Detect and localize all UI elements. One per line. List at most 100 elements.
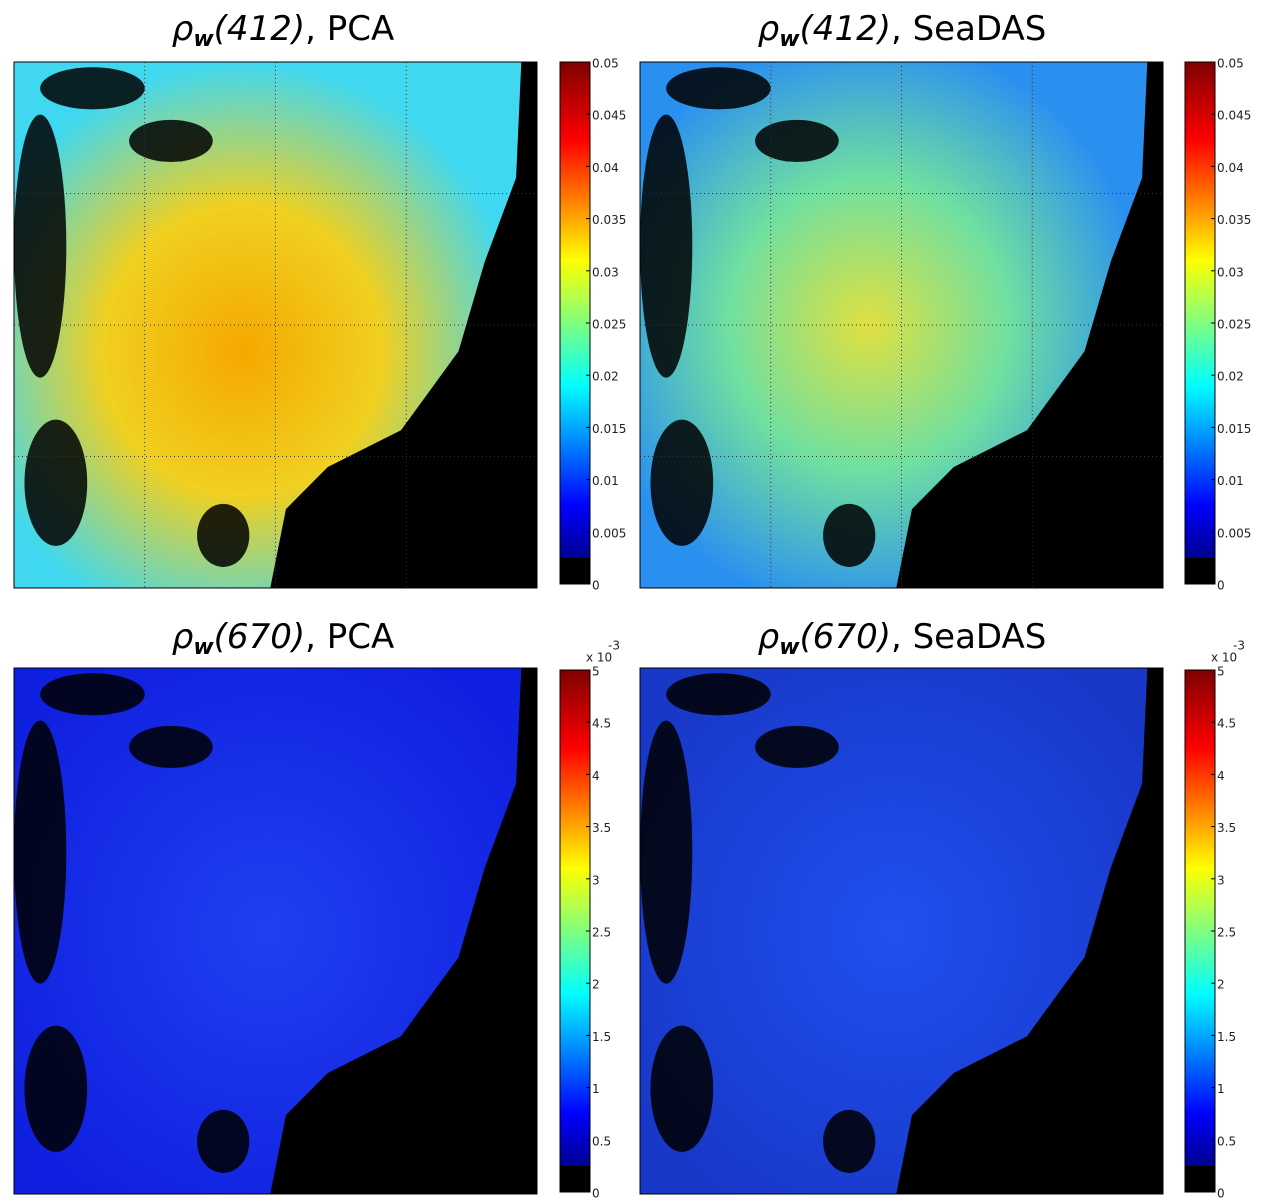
colorbar-tick-label: 0 <box>592 1187 600 1201</box>
colorbar-tick-label: 2 <box>1217 978 1225 992</box>
title-band: (670) <box>800 617 891 657</box>
title-subscript: w <box>193 635 214 660</box>
title-symbol: ρ <box>172 9 194 49</box>
colorbar-tick-label: 0.01 <box>1217 474 1244 488</box>
colorbar-tick-label: 0 <box>1217 579 1225 593</box>
panel: ρw(412), SeaDAS 0 0.005 0.01 0.015 0.02 0.025 0… <box>639 9 1251 593</box>
title-band: (670) <box>214 617 305 657</box>
colorbar-tick-label: 0.045 <box>592 109 626 123</box>
map-frame <box>13 667 538 1195</box>
cloud-mask <box>129 725 213 768</box>
panel-title: ρw(670), SeaDAS <box>758 617 1047 661</box>
cloud-mask <box>14 720 67 984</box>
colorbar-tick-label: 1 <box>592 1082 600 1096</box>
colorbar-tick-label: 0 <box>592 579 600 593</box>
colorbar <box>559 669 591 1193</box>
colorbar <box>1184 669 1216 1193</box>
cloud-mask <box>823 503 876 567</box>
cloud-mask <box>650 1025 714 1152</box>
cloud-mask <box>40 67 145 110</box>
colorbar-tick-label: 0.005 <box>1217 526 1251 540</box>
map-frame <box>639 61 1164 589</box>
panel-title: ρw(670), PCA <box>172 617 394 661</box>
colorbar-exponent: -3 <box>1233 639 1245 653</box>
colorbar-tick-label: 0.04 <box>592 161 619 175</box>
cloud-mask <box>640 114 693 378</box>
map-frame <box>13 61 538 589</box>
colorbar-tick-label: 3 <box>592 873 600 887</box>
colorbar-tick-label: 1 <box>1217 1082 1225 1096</box>
title-symbol: ρ <box>172 617 194 657</box>
colorbar-tick-label: 0.035 <box>1217 213 1251 227</box>
title-band: (412) <box>800 9 891 49</box>
title-band: (412) <box>214 9 305 49</box>
map-ocean <box>640 668 1148 1194</box>
colorbar-tick-label: 5 <box>592 665 600 679</box>
title-method: , SeaDAS <box>891 9 1046 49</box>
colorbar-tick-label: 4 <box>1217 769 1225 783</box>
cloud-mask <box>823 1109 876 1173</box>
title-symbol: ρ <box>758 9 780 49</box>
colorbar-tick-label: 0.045 <box>1217 109 1251 123</box>
colorbar-tick-label: 4.5 <box>592 717 611 731</box>
colorbar-tick-label: 1.5 <box>592 1030 611 1044</box>
colorbar-tick-label: 0.015 <box>1217 422 1251 436</box>
cloud-mask <box>650 419 714 546</box>
colorbar-tick-label: 0.03 <box>1217 265 1244 279</box>
colorbar-tick-label: 3 <box>1217 873 1225 887</box>
colorbar-tick-label: 0.03 <box>592 265 619 279</box>
colorbar-tick-label: 5 <box>1217 665 1225 679</box>
title-symbol: ρ <box>758 617 780 657</box>
cloud-mask <box>40 673 145 716</box>
colorbar <box>559 61 591 585</box>
panel-title: ρw(412), PCA <box>172 9 394 53</box>
title-subscript: w <box>779 27 800 52</box>
panel: ρw(670), SeaDAS 0 0.5 1 1.5 2 2.5 3 3.5 4 4.5 5x 10… <box>639 617 1245 1201</box>
colorbar-tick-label: 0.05 <box>1217 57 1244 71</box>
cloud-mask <box>640 720 693 984</box>
panel: ρw(412), PCA 0 0.005 0.01 0.015 0.02 0.025 0.03… <box>13 9 626 593</box>
colorbar-multiplier: x 10 <box>1211 651 1237 665</box>
colorbar-tick-label: 0.5 <box>592 1134 611 1148</box>
colorbar-tick-label: 0.015 <box>592 422 626 436</box>
panel: ρw(670), PCA 0 0.5 1 1.5 2 2.5 3 3.5 4 4.5 5x 10-3 <box>13 617 620 1201</box>
title-method: , PCA <box>305 9 394 49</box>
colorbar-tick-label: 0.01 <box>592 474 619 488</box>
cloud-mask <box>14 114 67 378</box>
colorbar-tick-label: 3.5 <box>592 821 611 835</box>
colorbar-tick-label: 0.035 <box>592 213 626 227</box>
colorbar-tick-label: 2.5 <box>592 926 611 940</box>
title-method: , PCA <box>305 617 394 657</box>
colorbar-tick-label: 0.025 <box>592 318 626 332</box>
colorbar-tick-label: 0.04 <box>1217 161 1244 175</box>
colorbar-tick-label: 4 <box>592 769 600 783</box>
colorbar-tick-label: 2.5 <box>1217 926 1236 940</box>
map-frame <box>639 667 1164 1195</box>
cloud-mask <box>197 1109 250 1173</box>
map-ocean <box>14 668 522 1194</box>
colorbar-tick-label: 0.02 <box>592 370 619 384</box>
colorbar-tick-label: 2 <box>592 978 600 992</box>
colorbar <box>1184 61 1216 585</box>
colorbar-tick-label: 1.5 <box>1217 1030 1236 1044</box>
panel-title: ρw(412), SeaDAS <box>758 9 1047 53</box>
colorbar-exponent: -3 <box>608 639 620 653</box>
cloud-mask <box>24 419 88 546</box>
cloud-mask <box>755 119 839 162</box>
colorbar-tick-label: 0.025 <box>1217 318 1251 332</box>
title-subscript: w <box>779 635 800 660</box>
title-subscript: w <box>193 27 214 52</box>
colorbar-tick-label: 3.5 <box>1217 821 1236 835</box>
colorbar-tick-label: 4.5 <box>1217 717 1236 731</box>
colorbar-tick-label: 0.005 <box>592 526 626 540</box>
colorbar-tick-label: 0.05 <box>592 57 619 71</box>
cloud-mask <box>666 67 771 110</box>
colorbar-tick-label: 0.02 <box>1217 370 1244 384</box>
colorbar-tick-label: 0.5 <box>1217 1134 1236 1148</box>
cloud-mask <box>197 503 250 567</box>
colorbar-tick-label: 0 <box>1217 1187 1225 1201</box>
cloud-mask <box>666 673 771 716</box>
title-method: , SeaDAS <box>891 617 1046 657</box>
cloud-mask <box>129 119 213 162</box>
